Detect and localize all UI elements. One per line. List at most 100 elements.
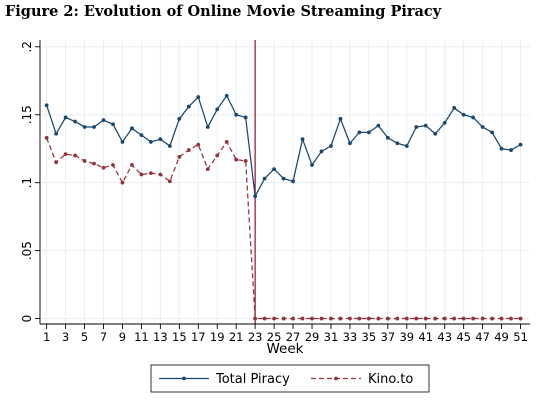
- figure-caption: Evolution of Online Movie Streaming Pira…: [83, 3, 442, 20]
- total-piracy-point: [167, 144, 172, 148]
- kino-to-point: [357, 316, 362, 321]
- kino-to-point: [433, 316, 438, 321]
- x-tick-label: 21: [229, 330, 244, 344]
- total-piracy-point: [82, 125, 87, 129]
- total-piracy-point: [518, 142, 523, 147]
- x-tick-label: 47: [475, 330, 490, 344]
- kino-to-point: [310, 316, 314, 321]
- kino-to-point: [329, 316, 333, 321]
- total-piracy-point: [310, 163, 314, 167]
- kino-to-point: [338, 316, 343, 321]
- y-tick-label: .1: [20, 177, 34, 188]
- x-tick-label: 7: [100, 330, 107, 344]
- kino-to-point: [395, 316, 400, 321]
- kino-to-point: [272, 316, 277, 321]
- axes: 1 3 5 7 9 11 13 15 17 19 21 23 25 27 29 31 33 35 37 39 41 43 4…: [20, 40, 530, 344]
- kino-to-point: [291, 316, 295, 321]
- kino-to-point: [348, 316, 352, 321]
- total-piracy-point: [224, 93, 229, 98]
- total-piracy-point: [101, 118, 106, 123]
- kino-to-point: [92, 161, 96, 166]
- kino-to-point: [471, 316, 476, 321]
- x-tick-label: 31: [324, 330, 339, 344]
- kino-to-point: [414, 316, 419, 321]
- total-piracy-point: [44, 103, 49, 108]
- plot-area: [40, 40, 530, 324]
- legend-marker-total-piracy: [182, 376, 186, 381]
- x-tick-label: 23: [248, 330, 263, 344]
- total-piracy-point: [253, 194, 258, 199]
- total-piracy-point: [234, 112, 239, 117]
- x-tick-label: 1: [43, 330, 50, 344]
- x-tick-label: 49: [494, 330, 509, 344]
- total-piracy-point: [73, 119, 77, 124]
- kino-to-point: [509, 316, 513, 321]
- kino-to-point: [490, 316, 494, 321]
- total-piracy-point: [120, 140, 125, 144]
- kino-to-point: [130, 163, 134, 167]
- total-piracy-point: [499, 146, 504, 151]
- total-piracy-point: [215, 107, 220, 112]
- legend-label-kino-to: Kino.to: [368, 372, 413, 387]
- kino-to-point: [281, 316, 286, 321]
- kino-to-point: [385, 316, 390, 321]
- legend: Total Piracy Kino.to: [150, 364, 430, 393]
- total-piracy-point: [442, 120, 447, 125]
- kino-to-point: [54, 160, 59, 165]
- total-piracy-point: [509, 148, 513, 152]
- series-layer: [44, 93, 523, 321]
- kino-to-point: [480, 316, 485, 321]
- kino-to-point: [177, 154, 182, 159]
- kino-to-point: [243, 159, 248, 163]
- kino-to-point: [205, 167, 210, 171]
- kino-to-point: [499, 316, 504, 321]
- kino-to-point: [186, 148, 191, 152]
- kino-to-point: [73, 153, 77, 158]
- kino-to-point: [376, 316, 381, 321]
- total-piracy-point: [366, 130, 371, 135]
- total-piracy-point: [272, 167, 277, 171]
- y-tick-label: 0: [20, 315, 34, 323]
- total-piracy-point: [63, 115, 68, 120]
- kino-to-point: [423, 316, 428, 321]
- total-piracy-point: [490, 130, 494, 135]
- total-piracy-point: [357, 130, 362, 135]
- x-tick-label: 15: [172, 330, 187, 344]
- total-piracy-point: [139, 133, 144, 138]
- kino-to-point: [224, 140, 229, 144]
- total-piracy-point: [395, 141, 400, 146]
- total-piracy-point: [196, 95, 201, 99]
- x-tick-label: 39: [399, 330, 414, 344]
- total-piracy-point: [348, 141, 352, 146]
- total-piracy-point: [329, 144, 333, 148]
- x-tick-label: 11: [134, 330, 149, 344]
- total-piracy-point: [471, 115, 476, 120]
- x-tick-label: 13: [153, 330, 168, 344]
- kino-to-point: [111, 163, 115, 167]
- kino-to-point: [148, 171, 153, 176]
- gridlines: [40, 40, 530, 324]
- kino-to-point: [63, 152, 68, 157]
- total-piracy-point: [461, 112, 466, 117]
- x-tick-label: 5: [81, 330, 88, 344]
- kino-to-point: [262, 316, 267, 321]
- x-tick-label: 33: [343, 330, 358, 344]
- y-tick-label: .05: [20, 241, 34, 260]
- total-piracy-point: [414, 125, 419, 129]
- x-tick-label: 43: [437, 330, 452, 344]
- total-piracy-point: [319, 149, 324, 154]
- kino-to-point: [44, 135, 49, 140]
- figure-title: Figure 2: Evolution of Online Movie Stre…: [5, 3, 441, 20]
- x-tick-label: 25: [267, 330, 282, 344]
- total-piracy-point: [338, 116, 343, 121]
- y-tick-label: .15: [20, 105, 34, 124]
- total-piracy-point: [300, 137, 305, 142]
- x-tick-label: 35: [362, 330, 377, 344]
- total-piracy-point: [186, 104, 191, 109]
- total-piracy-point: [130, 126, 134, 131]
- x-tick-label: 19: [210, 330, 225, 344]
- figure-label: Figure 2:: [5, 3, 79, 20]
- x-tick-label: 45: [456, 330, 471, 344]
- x-tick-label: 29: [305, 330, 320, 344]
